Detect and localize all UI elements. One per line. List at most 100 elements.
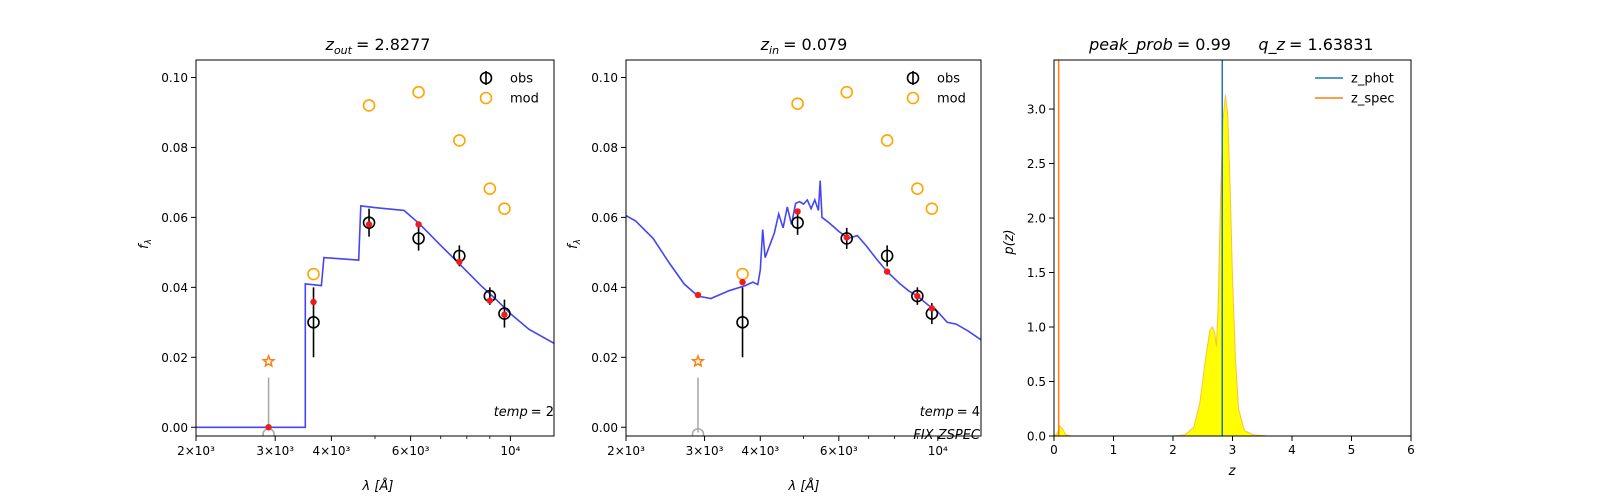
- xlabel-unit: Å: [378, 478, 388, 494]
- legend-label: obs: [510, 72, 533, 87]
- legend-marker-icon: [479, 71, 493, 85]
- y-tick-label: 2.0: [1027, 212, 1046, 226]
- pdf-panel: peak_prob = 0.99 q_z = 1.63831 z p(z) 0 1 2 3…: [1002, 35, 1415, 479]
- x-tick-label: 10⁴: [928, 444, 948, 458]
- title-value: = 2.8277: [356, 35, 430, 54]
- obs-point: [911, 289, 924, 303]
- y-tick-label: 3.0: [1027, 103, 1046, 117]
- xlabel-end: ]: [387, 479, 393, 494]
- title-var: z: [325, 35, 335, 54]
- legend-label: mod: [510, 92, 539, 107]
- panel-title-right: q_z = 1.63831: [1258, 35, 1373, 55]
- obs-point: [791, 216, 804, 229]
- annotation-var: temp: [920, 405, 954, 420]
- mod-point: [483, 182, 497, 196]
- obs-point: [362, 216, 376, 229]
- fit-point: [365, 221, 373, 228]
- fit-point: [794, 208, 801, 215]
- fit-point: [456, 258, 463, 266]
- y-tick-label: 0.5: [1027, 375, 1046, 389]
- x-tick-label: 4×10³: [741, 444, 779, 458]
- obs-point: [840, 232, 854, 245]
- sed-panel-zin: zin = 0.079 λ [Å] fλ temp = 4 FIX ZSPEC 2×…: [566, 35, 982, 494]
- star-marker: [690, 353, 706, 368]
- sed-model-line: [196, 205, 554, 429]
- mod-point: [880, 134, 894, 147]
- y-tick-label: 2.5: [1027, 157, 1046, 171]
- xlabel-end: ]: [813, 479, 819, 494]
- x-tick-label: 5: [1348, 443, 1356, 457]
- mod-point: [840, 85, 854, 99]
- plot-area: [196, 85, 554, 436]
- annotation-value: = 4: [957, 405, 980, 420]
- xlabel-main: λ [: [362, 479, 381, 494]
- legend-label: obs: [937, 72, 960, 87]
- mod-point: [498, 202, 511, 215]
- x-tick-label: 6: [1407, 443, 1415, 457]
- fit-point: [265, 424, 272, 431]
- y-tick-label: 0.0: [1027, 430, 1046, 444]
- title-value: = 0.079: [783, 35, 847, 54]
- legend-marker-icon: [479, 91, 493, 105]
- fit-point: [501, 311, 508, 318]
- legend-marker-icon: [906, 71, 920, 85]
- annotation-value: = 2: [531, 405, 554, 420]
- fit-point: [415, 221, 422, 228]
- upper-limit-marker: [691, 427, 705, 436]
- legend-label: z_spec: [1351, 92, 1395, 107]
- x-tick-label: 3: [1229, 443, 1237, 457]
- annotation-temp: temp = 4: [920, 405, 980, 420]
- sed-model-line: [626, 180, 981, 341]
- x-tick-label: 4×10³: [313, 444, 351, 458]
- x-tick-label: 3×10³: [686, 444, 724, 458]
- obs-point: [412, 232, 425, 245]
- fit-point: [694, 291, 702, 299]
- y-tick-label: 0.00: [591, 421, 618, 435]
- legend: z_phot z_spec: [1315, 72, 1395, 107]
- sed-panel-zout: zout = 2.8277 λ [Å] fλ temp = 2 2×10³ 3×10³…: [137, 35, 555, 494]
- legend-label: mod: [937, 92, 966, 107]
- axes-frame: [195, 59, 555, 437]
- star-marker: [261, 353, 276, 368]
- title-left-var: peak_prob: [1088, 35, 1173, 55]
- title-right-var: q_z: [1258, 35, 1285, 55]
- mod-point: [791, 97, 804, 111]
- y-tick-label: 0.06: [161, 211, 188, 225]
- obs-point: [880, 249, 894, 263]
- axes-frame: [625, 59, 982, 437]
- obs-point: [736, 316, 749, 329]
- title-left-value: = 0.99: [1177, 35, 1231, 54]
- xlabel-main: λ [: [788, 479, 807, 494]
- annotation-temp: temp = 2: [494, 405, 554, 420]
- x-axis-label: λ [Å]: [788, 478, 820, 494]
- panel-title-left: peak_prob = 0.99: [1088, 35, 1231, 55]
- y-axis-label: fλ: [566, 239, 583, 249]
- x-axis-label: λ [Å]: [362, 478, 394, 494]
- x-tick-label: 1: [1110, 443, 1118, 457]
- fit-point: [486, 297, 494, 304]
- y-tick-label: 0.10: [161, 71, 188, 85]
- y-axis-label: fλ: [137, 239, 154, 249]
- y-tick-label: 1.0: [1027, 321, 1046, 335]
- mod-point: [736, 267, 749, 281]
- y-axis-label: p(z): [1002, 229, 1017, 255]
- pdf-area: [1054, 94, 1352, 436]
- title-sub: in: [769, 44, 779, 57]
- panel-title: zout = 2.8277: [325, 35, 431, 57]
- y-tick-label: 0.02: [161, 351, 188, 365]
- fit-point: [843, 234, 850, 241]
- y-tick-label: 0.04: [591, 281, 618, 295]
- title-sub: out: [334, 44, 353, 57]
- annotation-var: temp: [494, 405, 528, 420]
- obs-point: [307, 316, 320, 329]
- y-tick-label: 0.10: [591, 71, 618, 85]
- fit-point: [310, 298, 317, 306]
- ylabel-main: f: [137, 242, 152, 249]
- mod-point: [307, 267, 320, 281]
- y-tick-label: 0.08: [161, 141, 188, 155]
- fit-point: [739, 278, 746, 286]
- x-tick-label: 2: [1169, 443, 1177, 457]
- title-right-value: = 1.63831: [1289, 35, 1374, 54]
- legend-label: z_phot: [1351, 72, 1394, 87]
